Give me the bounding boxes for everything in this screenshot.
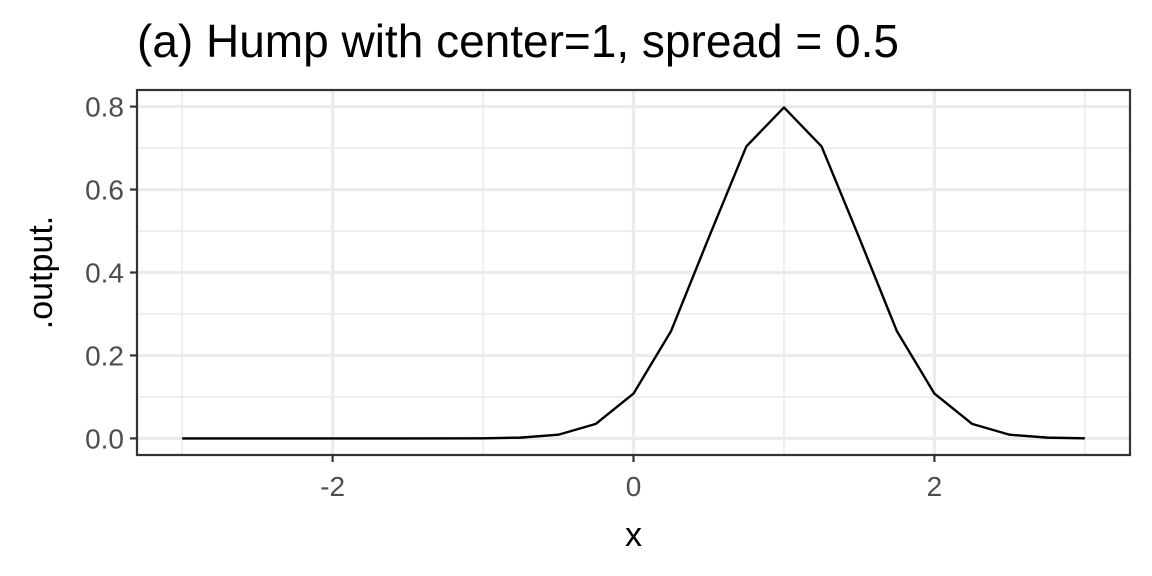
major-gridlines (137, 90, 1130, 455)
x-axis-ticks: -2 0 2 (320, 455, 942, 502)
y-tick-label: 0.0 (85, 423, 124, 454)
series-layer (182, 106, 1085, 440)
x-axis-title: x (625, 516, 642, 554)
x-tick-label: 0 (626, 471, 642, 502)
y-axis-ticks: 0.0 0.2 0.4 0.6 0.8 (85, 92, 137, 454)
y-axis-title: .output. (22, 216, 60, 329)
y-tick-label: 0.2 (85, 340, 124, 371)
x-tick-label: 2 (927, 471, 943, 502)
y-tick-label: 0.4 (85, 258, 124, 289)
y-tick-label: 0.8 (85, 92, 124, 123)
y-tick-label: 0.6 (85, 175, 124, 206)
series-line (182, 106, 1085, 440)
chart-title: (a) Hump with center=1, spread = 0.5 (137, 15, 899, 67)
x-tick-label: -2 (320, 471, 345, 502)
